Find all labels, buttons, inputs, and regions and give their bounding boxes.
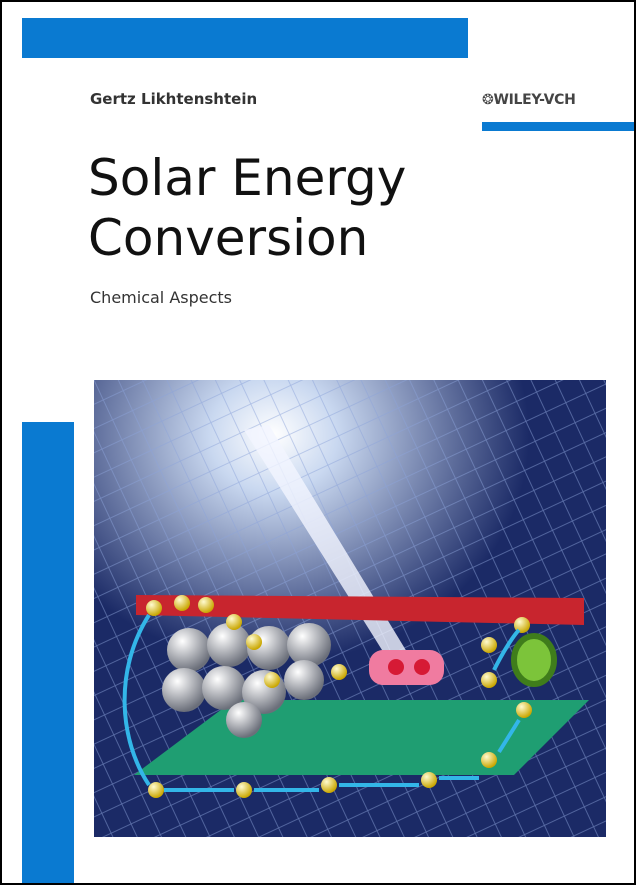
- author: Gertz Likhtenshtein: [90, 90, 257, 108]
- book-cover: Gertz Likhtenshtein ❂WILEY-VCH Solar Ene…: [0, 0, 636, 885]
- cover-illustration: [94, 380, 606, 837]
- publisher-bar: [482, 122, 636, 131]
- side-bar: [22, 422, 74, 885]
- title-line: Conversion: [88, 208, 406, 268]
- top-bar: [22, 18, 468, 58]
- title: Solar Energy Conversion: [88, 148, 406, 268]
- subtitle: Chemical Aspects: [90, 288, 232, 307]
- title-line: Solar Energy: [88, 148, 406, 208]
- publisher-name: WILEY-VCH: [493, 92, 575, 108]
- publisher: ❂WILEY-VCH: [482, 92, 576, 108]
